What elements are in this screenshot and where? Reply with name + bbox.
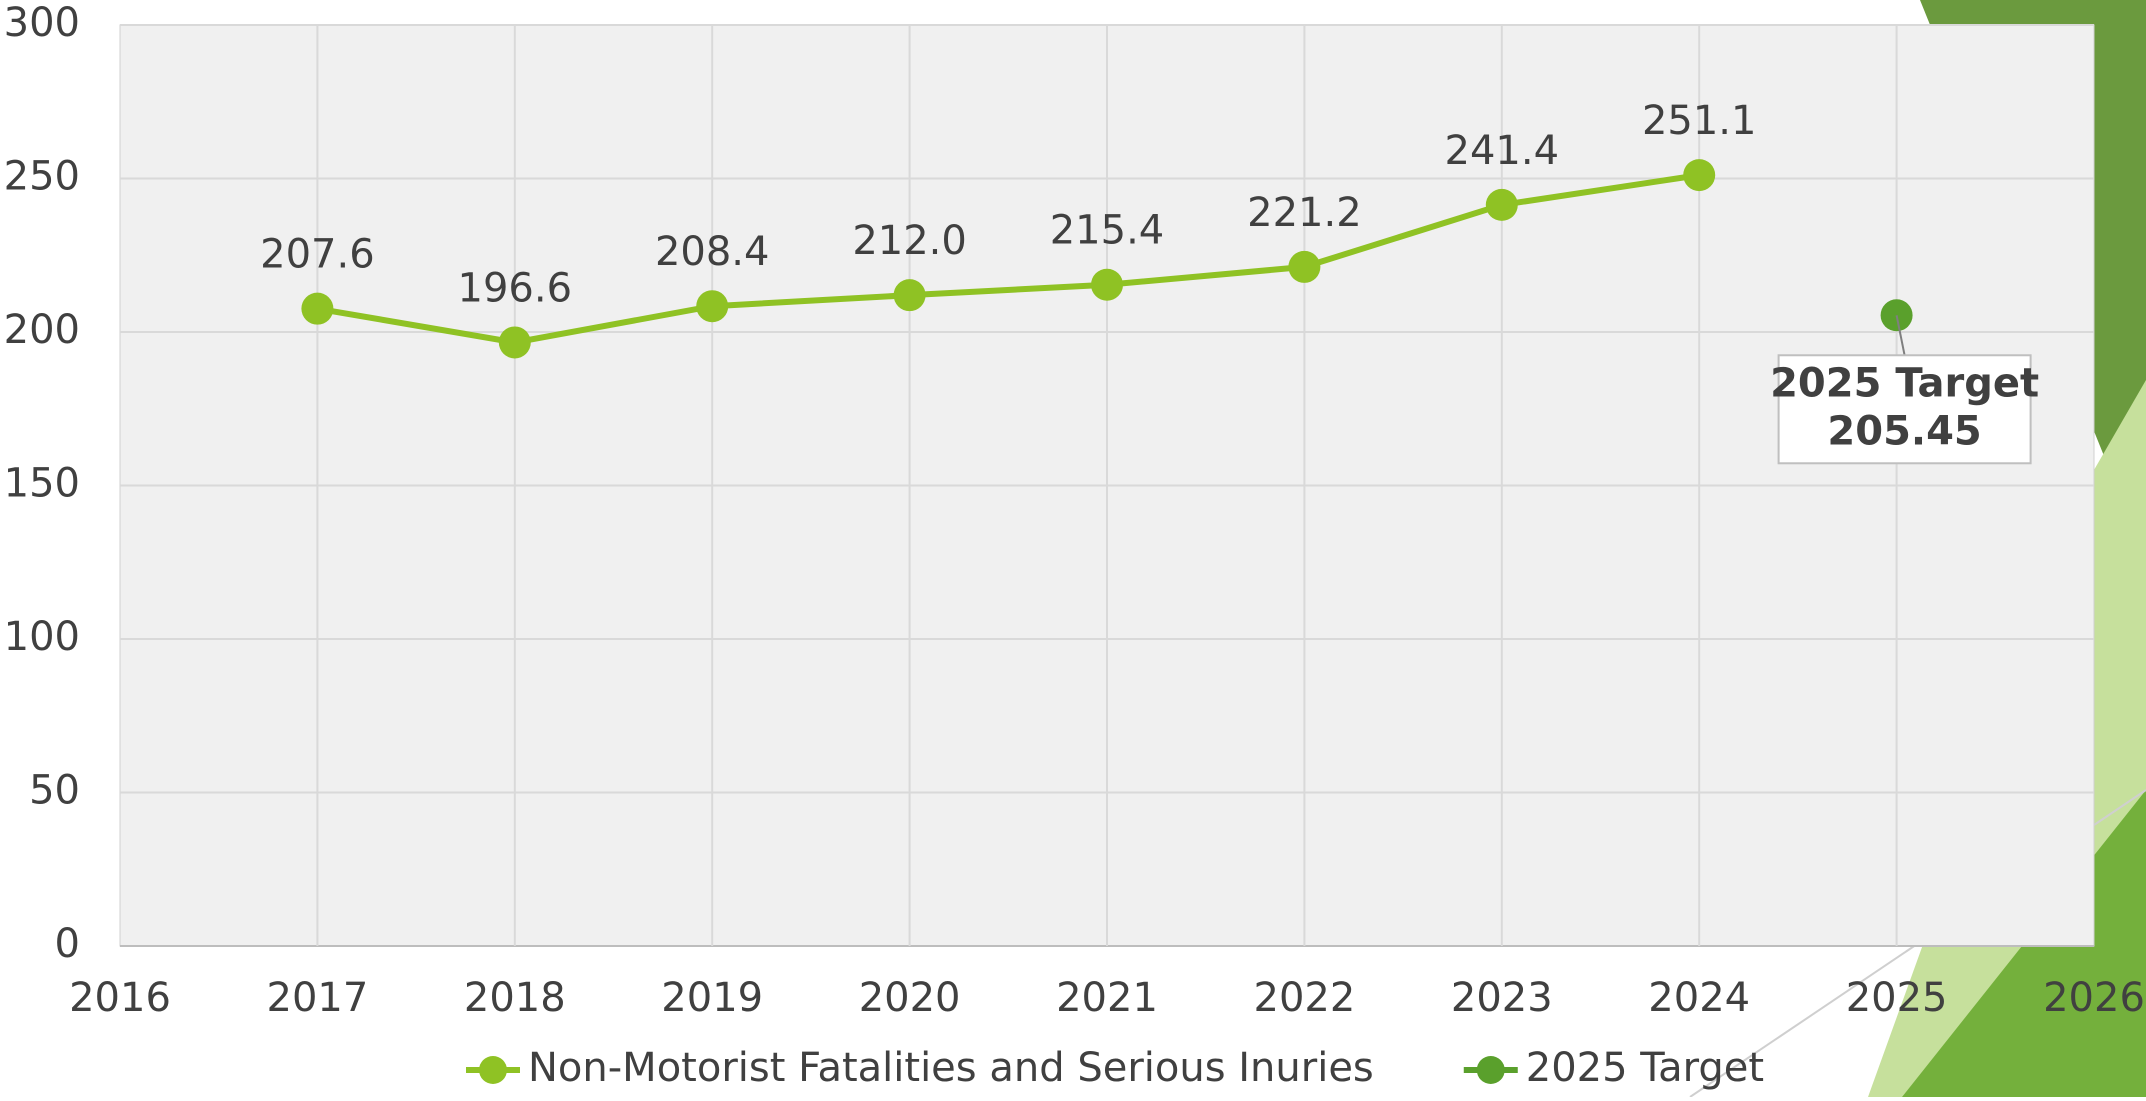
y-tick-label: 200	[4, 307, 80, 353]
data-label: 208.4	[655, 229, 770, 275]
leader-line	[1895, 315, 1906, 356]
legend-label: Non-Motorist Fatalities and Serious Inur…	[528, 1045, 1374, 1091]
data-label: 205.45	[1827, 408, 1981, 454]
data-label: 196.6	[458, 265, 573, 311]
x-tick-label: 2021	[1056, 975, 1158, 1021]
x-tick-label: 2019	[661, 975, 763, 1021]
x-tick-label: 2024	[1648, 975, 1750, 1021]
data-label: 212.0	[852, 218, 967, 264]
legend-marker	[1476, 1056, 1505, 1084]
marker	[1091, 268, 1123, 301]
marker	[1683, 159, 1716, 192]
x-tick-label: 2018	[464, 975, 566, 1021]
legend-marker	[479, 1056, 507, 1084]
data-label: 207.6	[260, 232, 375, 278]
data-label: 241.4	[1445, 128, 1560, 174]
x-tick-label: 2022	[1254, 975, 1356, 1021]
marker	[498, 326, 531, 359]
y-tick-label: 100	[4, 614, 80, 660]
marker	[1288, 250, 1321, 283]
y-tick-label: 50	[29, 768, 80, 814]
marker	[696, 290, 729, 323]
y-tick-label: 300	[4, 0, 80, 46]
series-line	[316, 172, 1700, 346]
y-tick-label: 0	[55, 921, 80, 967]
x-tick-label: 2025	[1846, 975, 1948, 1021]
data-label: 221.2	[1247, 190, 1362, 236]
x-tick-label: 2023	[1451, 975, 1553, 1021]
marker	[1485, 188, 1518, 221]
marker	[893, 279, 926, 312]
x-tick-label: 2017	[267, 975, 369, 1021]
data-label: 215.4	[1050, 208, 1165, 254]
data-label: 251.1	[1642, 98, 1757, 144]
x-tick-label: 2020	[859, 975, 961, 1021]
annotation-name: 2025 Target	[1770, 360, 2039, 406]
x-tick-label: 2026	[2043, 975, 2145, 1021]
y-tick-label: 150	[4, 461, 80, 507]
y-tick-label: 250	[4, 154, 80, 200]
annotation-box	[1777, 354, 2032, 465]
legend-label: 2025 Target	[1526, 1045, 1764, 1091]
x-tick-label: 2016	[69, 975, 171, 1021]
marker	[301, 292, 334, 325]
